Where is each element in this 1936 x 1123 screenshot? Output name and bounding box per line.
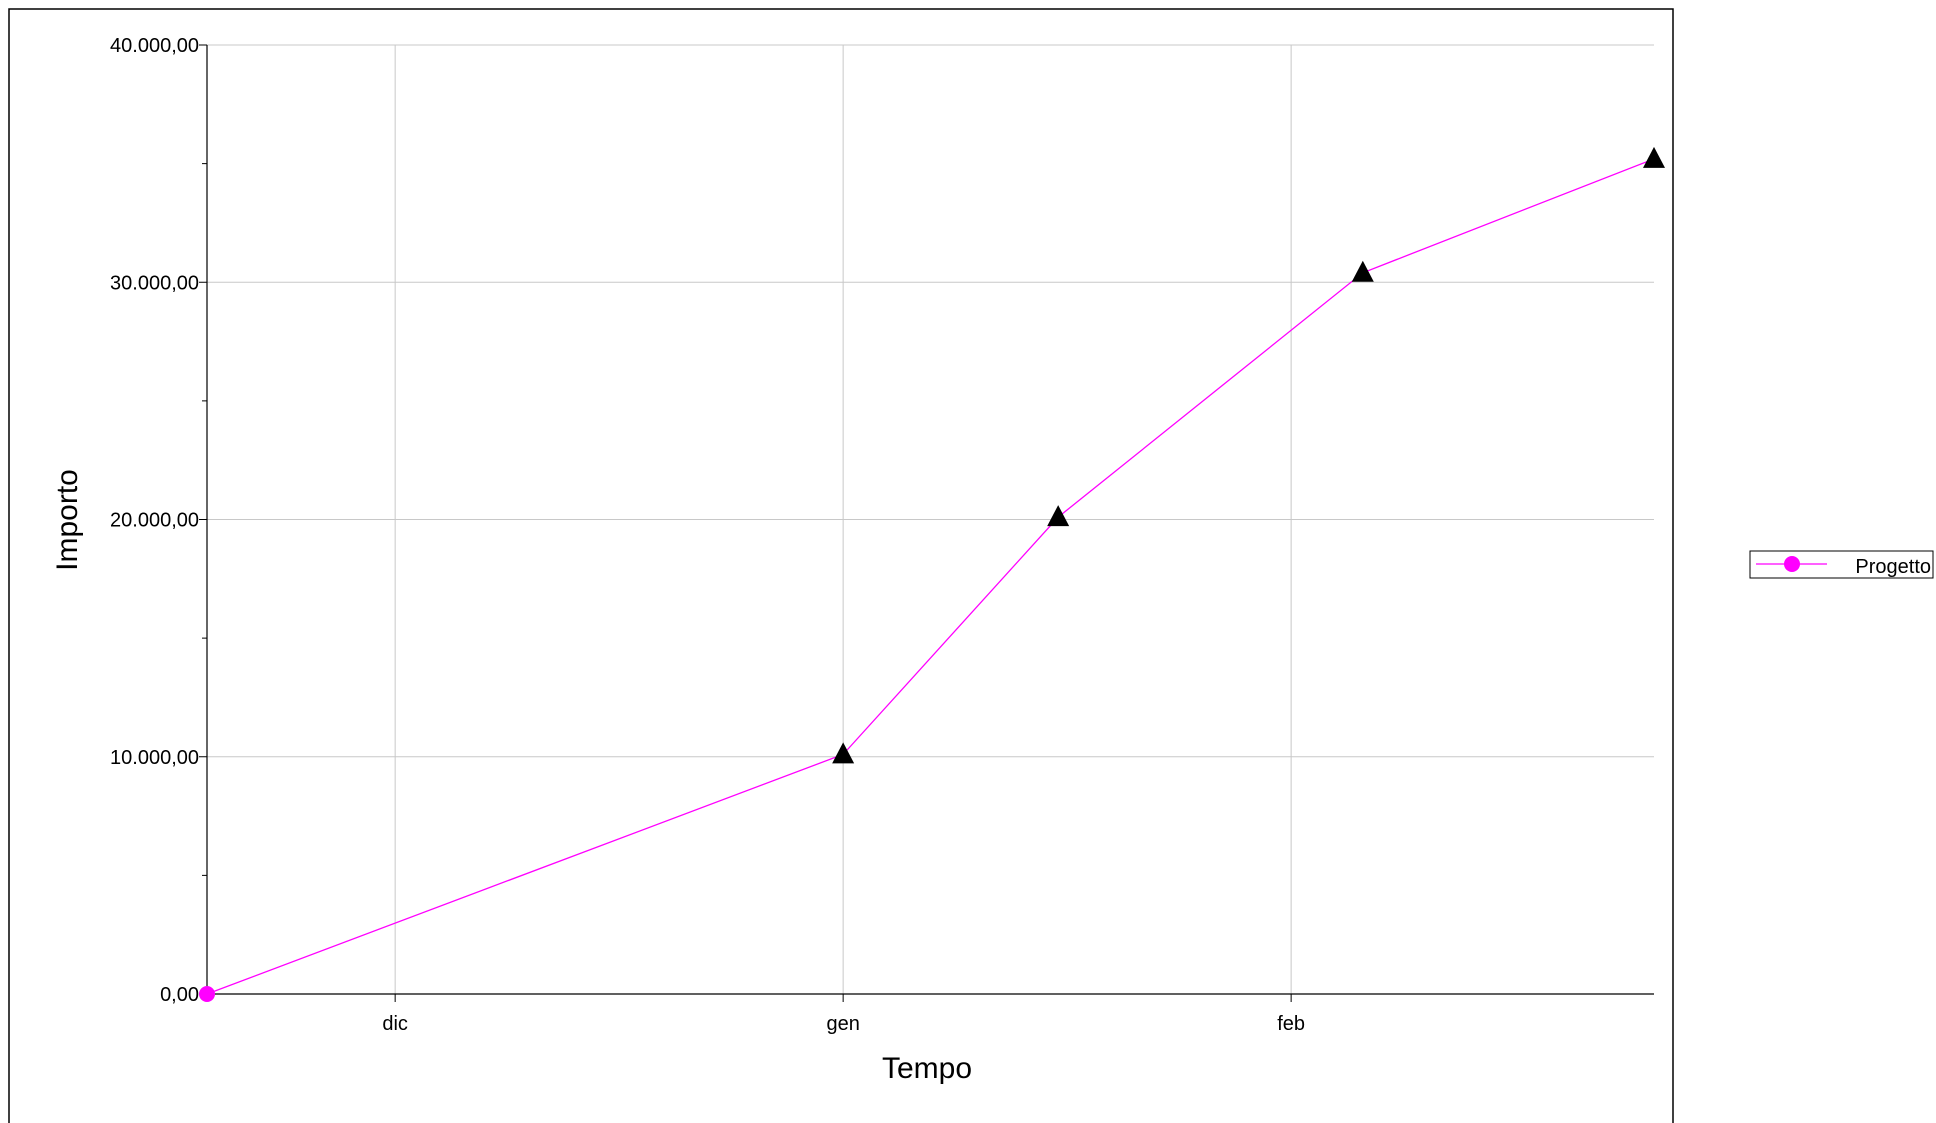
x-axis-ticks: dic gen feb xyxy=(382,994,1305,1035)
data-point-triangle xyxy=(1643,146,1665,168)
grid xyxy=(207,44,1654,994)
data-point-triangle xyxy=(1351,260,1374,282)
y-tick-label: 0,00 xyxy=(160,984,199,1006)
legend: Progetto xyxy=(1749,550,1934,579)
legend-label: Progetto xyxy=(1855,556,1931,578)
legend-marker xyxy=(1784,556,1800,572)
y-axis-ticks: 0,00 10.000,00 20.000,00 30.000,00 40.000,00 xyxy=(110,35,207,1006)
data-point-circle xyxy=(199,986,215,1002)
series-line xyxy=(206,158,1655,995)
data-point-triangle xyxy=(1047,505,1070,527)
y-tick-label: 30.000,00 xyxy=(110,272,199,294)
x-tick-label: gen xyxy=(826,1013,859,1035)
y-tick-label: 40.000,00 xyxy=(110,35,199,57)
data-point-triangle xyxy=(832,742,855,764)
x-tick-label: feb xyxy=(1277,1013,1305,1035)
y-tick-label: 10.000,00 xyxy=(110,747,199,769)
x-tick-label: dic xyxy=(382,1013,408,1035)
y-axis-title: Importo xyxy=(51,469,84,571)
series-group xyxy=(199,146,1665,1002)
chart-frame xyxy=(8,8,1674,1123)
y-tick-label: 20.000,00 xyxy=(110,510,199,532)
x-axis-title: Tempo xyxy=(882,1052,972,1085)
